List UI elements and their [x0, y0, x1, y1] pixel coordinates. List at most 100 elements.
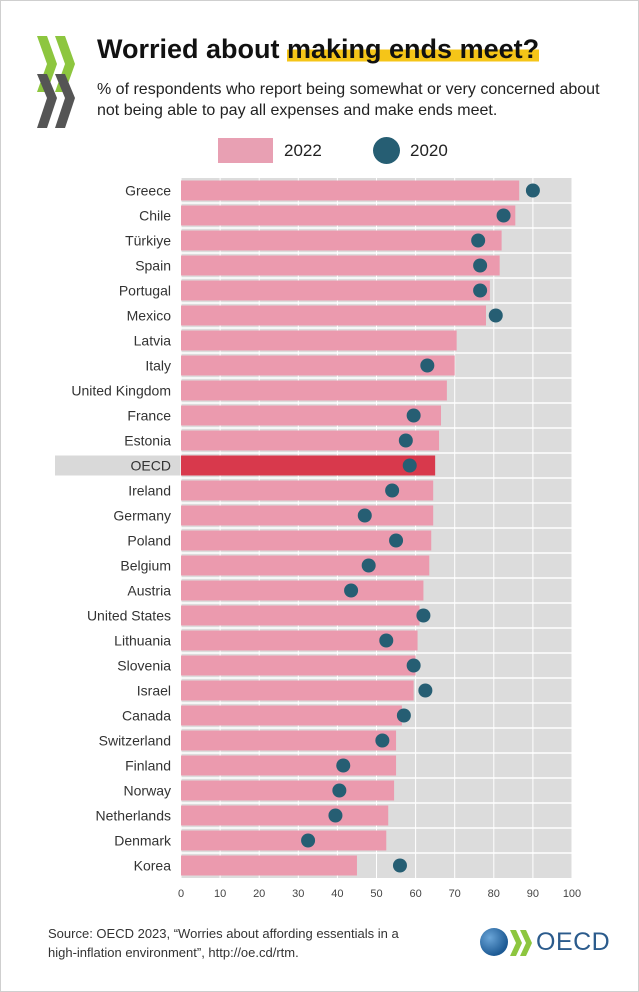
category-label: Norway: [124, 783, 171, 799]
dot-2020: [328, 808, 343, 823]
x-tick-label: 60: [409, 888, 421, 900]
chevron-right-icon: [510, 930, 532, 956]
bar-2022: [181, 230, 502, 251]
legend-swatch-2022: [218, 138, 273, 163]
page-subtitle: % of respondents who report being somewh…: [97, 81, 600, 119]
dot-2020: [344, 583, 359, 598]
dot-2020: [379, 633, 394, 648]
bar-2022: [181, 755, 397, 776]
category-label: Ireland: [128, 483, 171, 499]
dot-2020: [398, 433, 413, 448]
dot-2020: [385, 483, 400, 498]
x-tick-label: 90: [527, 888, 539, 900]
dot-2020: [488, 308, 503, 323]
category-label: Korea: [134, 858, 172, 874]
category-label: Greece: [125, 183, 171, 199]
bar-2022: [181, 630, 418, 651]
x-tick-label: 10: [214, 888, 226, 900]
category-label: Canada: [122, 708, 171, 724]
bar-2022: [181, 480, 434, 501]
category-label: United States: [87, 608, 171, 624]
dot-2020: [402, 458, 417, 473]
dot-2020: [406, 658, 421, 673]
highlight-row-band: [55, 455, 181, 476]
source-line-2: high-inflation environment”, http://oe.c…: [48, 945, 299, 960]
bar-2022: [181, 830, 387, 851]
category-label: Finland: [125, 758, 171, 774]
source-note: Source: OECD 2023, “Worries about afford…: [48, 924, 438, 962]
bar-2022: [181, 680, 414, 701]
bar-2022: [181, 430, 440, 451]
title-highlight: making ends meet?: [287, 34, 540, 64]
dot-2020: [496, 208, 511, 223]
bar-2022: [181, 330, 457, 351]
dot-2020: [420, 358, 435, 373]
dot-2020: [301, 833, 316, 848]
bar-2022: [181, 555, 430, 576]
x-tick-label: 50: [370, 888, 382, 900]
category-label: Belgium: [120, 558, 171, 574]
dot-2020: [389, 533, 404, 548]
dot-2020: [357, 508, 372, 523]
category-label: Austria: [127, 583, 171, 599]
legend-dot-2020: [373, 137, 400, 164]
dot-2020: [473, 258, 488, 273]
bar-2022: [181, 205, 516, 226]
dot-2020: [406, 408, 421, 423]
category-label: Israel: [137, 683, 171, 699]
bar-2022: [181, 505, 434, 526]
category-label: OECD: [131, 458, 171, 474]
bar-2022: [181, 180, 520, 201]
dot-2020: [525, 183, 540, 198]
category-label: Latvia: [134, 333, 172, 349]
dot-bar-chart: Greece Chile Türkiye Spain Portugal Mexico Lat…: [55, 178, 581, 900]
category-label: Poland: [127, 533, 171, 549]
category-label: Estonia: [124, 433, 171, 449]
page-title: Worried about making ends meet?: [97, 34, 540, 65]
bar-2022: [181, 305, 486, 326]
category-label: Denmark: [114, 833, 172, 849]
x-tick-label: 70: [449, 888, 461, 900]
category-label: Spain: [135, 258, 171, 274]
x-tick-label: 0: [178, 888, 184, 900]
bar-2022: [181, 405, 442, 426]
dot-2020: [332, 783, 347, 798]
bar-2022: [181, 255, 500, 276]
bar-2022: [181, 380, 447, 401]
category-label: Switzerland: [99, 733, 171, 749]
dot-2020: [396, 708, 411, 723]
legend-label-2022: 2022: [284, 141, 322, 160]
bar-2022: [181, 780, 395, 801]
globe-icon: [480, 928, 508, 956]
bar-2022: [181, 805, 389, 826]
source-line-1: Source: OECD 2023, “Worries about afford…: [48, 926, 399, 941]
dot-2020: [361, 558, 376, 573]
category-label: Portugal: [119, 283, 171, 299]
bar-2022: [181, 655, 416, 676]
bar-2022: [181, 580, 424, 601]
oecd-chevron-logo-icon: [37, 36, 75, 128]
dot-2020: [416, 608, 431, 623]
bar-2022: [181, 455, 436, 476]
bar-2022: [181, 605, 420, 626]
x-tick-label: 30: [292, 888, 304, 900]
dot-2020: [473, 283, 488, 298]
category-label: France: [127, 408, 171, 424]
legend-label-2020: 2020: [410, 141, 448, 160]
bar-2022: [181, 530, 432, 551]
dot-2020: [336, 758, 351, 773]
category-label: Netherlands: [96, 808, 172, 824]
category-label: Türkiye: [125, 233, 171, 249]
title-text: Worried about: [97, 34, 288, 64]
category-label: Mexico: [127, 308, 172, 324]
category-label: Italy: [145, 358, 171, 374]
x-tick-label: 40: [331, 888, 343, 900]
dot-2020: [375, 733, 390, 748]
dot-2020: [392, 858, 407, 873]
bar-2022: [181, 280, 490, 301]
bar-2022: [181, 730, 397, 751]
dot-2020: [471, 233, 486, 248]
dot-2020: [418, 683, 433, 698]
bar-2022: [181, 705, 402, 726]
category-label: Germany: [113, 508, 171, 524]
